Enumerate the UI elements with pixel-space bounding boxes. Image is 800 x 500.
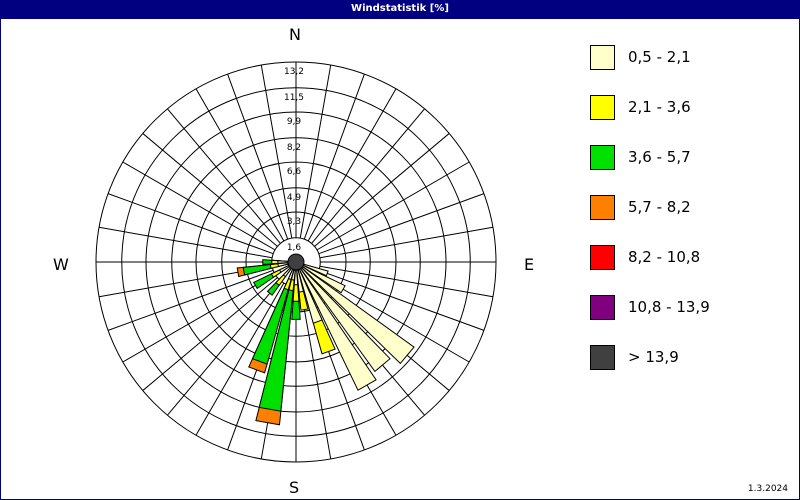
legend-label: 0,5 - 2,1 — [628, 48, 691, 66]
legend-item: 0,5 - 2,1 — [590, 45, 790, 71]
grid-spoke — [314, 133, 450, 247]
legend-label: 10,8 - 13,9 — [628, 298, 710, 316]
legend-label: 5,7 - 8,2 — [628, 198, 691, 216]
sector-segment — [277, 260, 297, 264]
sector-segment — [258, 261, 297, 412]
grid-spoke — [122, 273, 276, 363]
direction-label-north: N — [289, 25, 301, 44]
legend-swatch — [590, 245, 615, 270]
wind-sectors — [236, 259, 415, 426]
grid-spoke — [195, 282, 285, 436]
grid-spoke — [98, 226, 273, 259]
radial-tick-label: 3,3 — [287, 217, 301, 227]
legend-swatch — [590, 145, 615, 170]
legend-label: 8,2 - 10,8 — [628, 248, 701, 266]
grid-spoke — [299, 64, 332, 239]
legend-label: 2,1 - 3,6 — [628, 98, 691, 116]
sector-segment — [295, 261, 346, 294]
legend-swatch — [590, 45, 615, 70]
legend-swatch — [590, 295, 615, 320]
radial-tick-label: 9,9 — [287, 117, 302, 127]
grid-spoke — [319, 265, 494, 298]
legend-swatch — [590, 195, 615, 220]
sector-segment — [295, 261, 323, 324]
radial-tick-label: 1,6 — [287, 243, 302, 253]
sector-segment — [295, 261, 415, 365]
grid-spoke — [260, 64, 293, 239]
grid-spoke — [142, 277, 278, 391]
polar-grid — [95, 61, 497, 463]
legend-item: 2,1 - 3,6 — [590, 95, 790, 121]
sector-segment — [295, 261, 391, 373]
grid-spoke — [167, 108, 281, 244]
window-title: Windstatistik [%] — [0, 0, 800, 18]
grid-spoke — [318, 269, 485, 331]
grid-spoke — [318, 193, 485, 255]
grid-spoke — [107, 269, 274, 331]
grid-spoke — [167, 280, 281, 416]
grid-spoke — [122, 161, 276, 251]
grid-spoke — [303, 73, 365, 240]
legend-item: 5,7 - 8,2 — [590, 195, 790, 221]
direction-label-west: W — [53, 255, 69, 274]
legend-label: > 13,9 — [628, 348, 679, 366]
grid-spoke — [307, 88, 397, 242]
calm-marker — [287, 253, 305, 271]
grid-spoke — [319, 226, 494, 259]
legend-item: 3,6 - 5,7 — [590, 145, 790, 171]
radial-tick-labels: 1,6 3,3 4,9 6,6 8,2 9,9 11,5 13,2 — [284, 67, 304, 253]
radial-tick-label: 11,5 — [284, 93, 304, 103]
radial-tick-label: 8,2 — [287, 143, 301, 153]
date-stamp: 1.3.2024 — [747, 484, 788, 494]
legend-item: > 13,9 — [590, 345, 790, 371]
grid-spoke — [227, 73, 289, 240]
grid-spoke — [299, 285, 332, 460]
sector-segment — [295, 261, 377, 391]
radial-tick-label: 4,9 — [287, 193, 302, 203]
legend-swatch — [590, 345, 615, 370]
grid-spoke — [107, 193, 274, 255]
direction-label-east: E — [524, 255, 535, 274]
grid-spoke — [142, 133, 278, 247]
legend-item: 10,8 - 13,9 — [590, 295, 790, 321]
radial-tick-label: 13,2 — [284, 67, 304, 77]
legend-swatch — [590, 95, 615, 120]
grid-spoke — [195, 88, 285, 242]
grid-spoke — [311, 108, 425, 244]
legend-label: 3,6 - 5,7 — [628, 148, 691, 166]
grid-spoke — [316, 161, 470, 251]
calm-circle — [287, 253, 305, 271]
wind-rose-chart: 1,6 3,3 4,9 6,6 8,2 9,9 11,5 13,2 — [95, 61, 497, 463]
radial-tick-label: 6,6 — [287, 167, 302, 177]
chart-panel — [0, 18, 800, 500]
legend-item: 8,2 - 10,8 — [590, 245, 790, 271]
direction-label-south: S — [289, 478, 300, 497]
